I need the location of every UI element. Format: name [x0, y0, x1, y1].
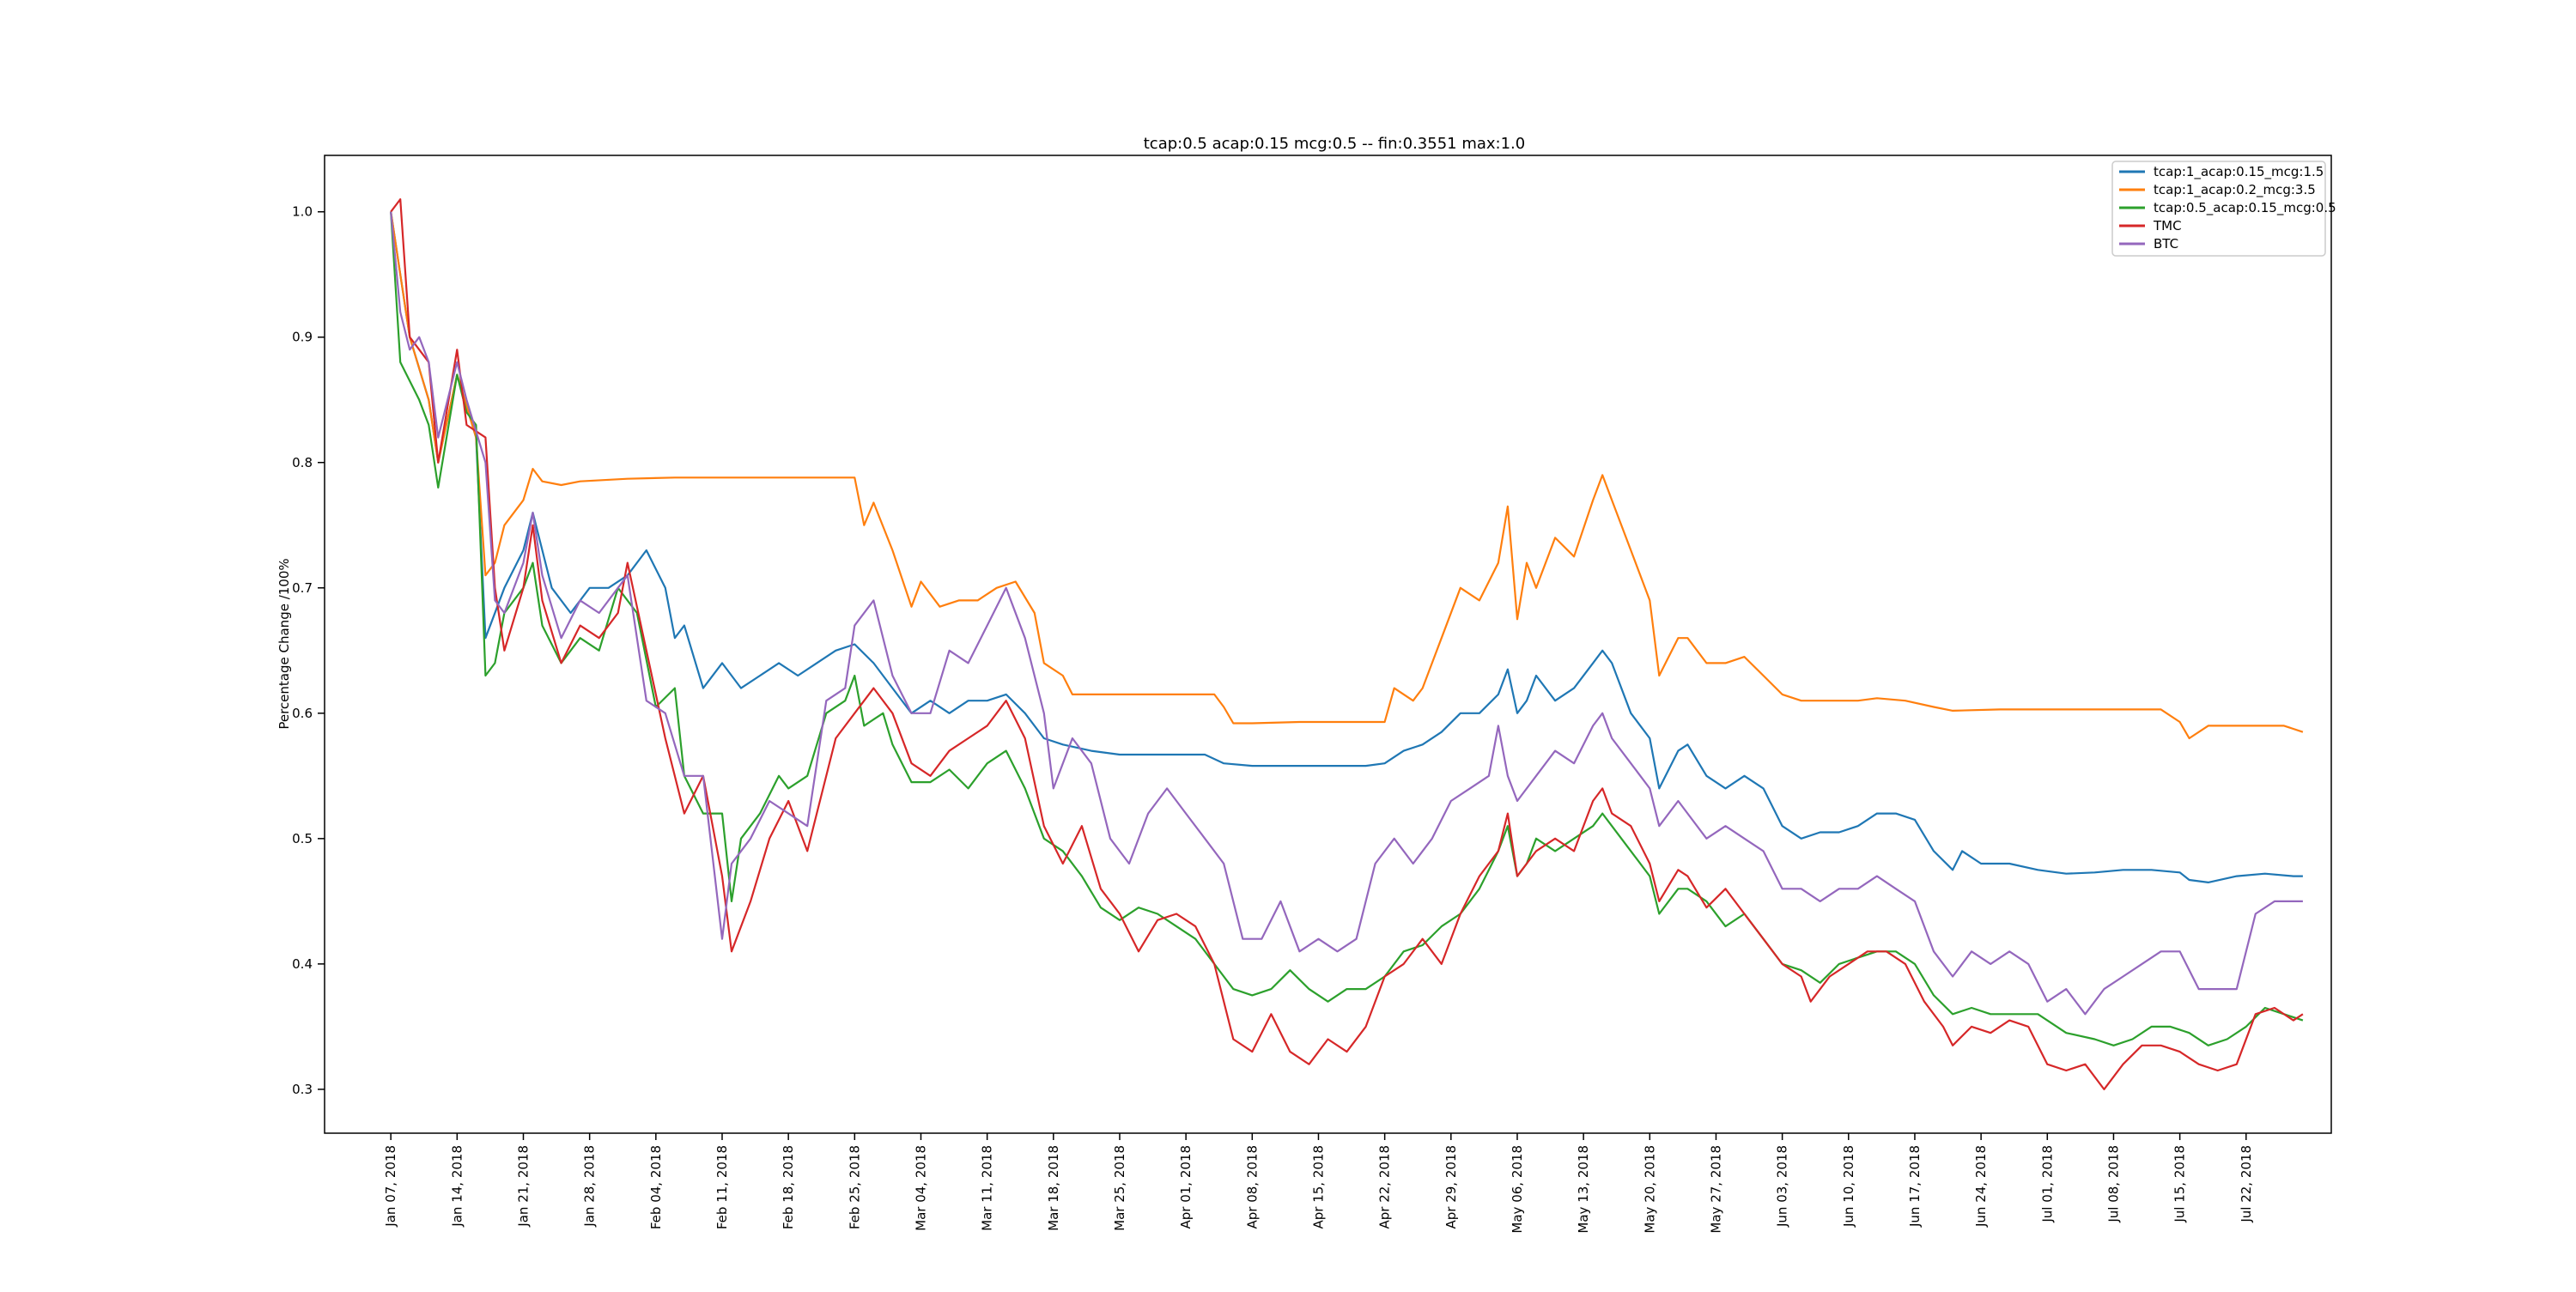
x-tick-label: May 27, 2018	[1708, 1145, 1723, 1234]
x-tick-label: May 06, 2018	[1510, 1145, 1525, 1234]
y-tick-label: 1.0	[292, 204, 313, 220]
x-tick-label: Jul 01, 2018	[2039, 1145, 2055, 1223]
plot-frame	[324, 155, 2332, 1134]
x-tick-label: Jun 03, 2018	[1775, 1145, 1790, 1228]
y-axis-label: Percentage Change /100%	[276, 558, 292, 729]
x-tick-label: Apr 29, 2018	[1443, 1145, 1459, 1229]
x-tick-label: May 20, 2018	[1642, 1145, 1657, 1234]
series-layer	[390, 198, 2304, 1090]
legend: tcap:1_acap:0.15_mcg:1.5 tcap:1_acap:0.2_…	[2111, 161, 2336, 257]
series-line-2	[390, 211, 2304, 1046]
x-tick-label: Jul 22, 2018	[2239, 1145, 2254, 1223]
legend-box	[2111, 161, 2326, 257]
x-tick-label: Feb 18, 2018	[781, 1145, 796, 1229]
x-tick-label: Jun 17, 2018	[1907, 1145, 1923, 1228]
y-tick-label: 0.9	[292, 330, 313, 345]
series-line-1	[390, 211, 2304, 740]
y-tick-label: 0.6	[292, 706, 313, 721]
x-tick-label: Jun 10, 2018	[1841, 1145, 1856, 1228]
x-tick-label: Mar 11, 2018	[980, 1145, 995, 1231]
x-tick-label: Apr 08, 2018	[1244, 1145, 1260, 1229]
x-tick-label: Mar 18, 2018	[1046, 1145, 1061, 1231]
x-tick-label: Apr 22, 2018	[1377, 1145, 1393, 1229]
legend-label-4: BTC	[2154, 236, 2178, 252]
x-tick-label: Jan 28, 2018	[582, 1145, 598, 1228]
x-tick-label: Apr 01, 2018	[1178, 1145, 1194, 1229]
x-axis: Jan 07, 2018 Jan 14, 2018 Jan 21, 2018 Jan …	[383, 1133, 2254, 1234]
y-tick-label: 0.5	[292, 831, 313, 846]
x-tick-label: Jul 08, 2018	[2105, 1145, 2121, 1223]
legend-label-0: tcap:1_acap:0.15_mcg:1.5	[2154, 164, 2324, 180]
x-tick-label: Jun 24, 2018	[1973, 1145, 1989, 1228]
x-tick-label: Mar 25, 2018	[1112, 1145, 1127, 1231]
x-tick-label: Apr 15, 2018	[1310, 1145, 1326, 1229]
y-axis: 0.3 0.4 0.5 0.6 0.7 0.8 0.9 1.0	[292, 204, 325, 1097]
chart-title: tcap:0.5 acap:0.15 mcg:0.5 -- fin:0.3551…	[1144, 135, 1525, 153]
y-tick-label: 0.7	[292, 580, 313, 596]
y-tick-label: 0.3	[292, 1082, 313, 1097]
x-tick-label: Feb 11, 2018	[714, 1145, 730, 1229]
legend-label-3: TMC	[2153, 218, 2182, 234]
series-line-4	[390, 211, 2303, 1016]
x-tick-label: May 13, 2018	[1576, 1145, 1591, 1234]
x-tick-label: Jan 21, 2018	[515, 1145, 531, 1228]
x-tick-label: Jul 15, 2018	[2172, 1145, 2188, 1223]
y-tick-label: 0.4	[292, 956, 313, 972]
x-tick-label: Jan 07, 2018	[383, 1145, 398, 1228]
y-tick-label: 0.8	[292, 455, 313, 470]
x-tick-label: Feb 04, 2018	[648, 1145, 664, 1229]
x-tick-label: Jan 14, 2018	[449, 1145, 465, 1228]
legend-label-2: tcap:0.5_acap:0.15_mcg:0.5	[2154, 200, 2336, 216]
x-tick-label: Mar 04, 2018	[913, 1145, 928, 1231]
x-tick-label: Feb 25, 2018	[847, 1145, 862, 1229]
series-line-0	[390, 211, 2303, 883]
legend-label-1: tcap:1_acap:0.2_mcg:3.5	[2154, 182, 2316, 198]
